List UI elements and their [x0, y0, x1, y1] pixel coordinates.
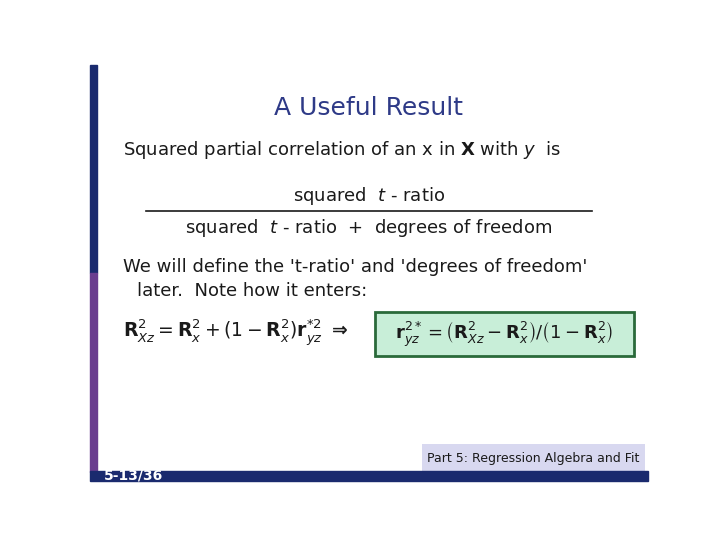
Text: A Useful Result: A Useful Result [274, 97, 464, 120]
FancyBboxPatch shape [422, 444, 645, 472]
Bar [90, 471, 648, 481]
Text: squared  $t$ - ratio  +  degrees of freedom: squared $t$ - ratio + degrees of freedom [186, 217, 552, 239]
Text: Part 5: Regression Algebra and Fit: Part 5: Regression Algebra and Fit [428, 452, 640, 465]
Text: later.  Note how it enters:: later. Note how it enters: [138, 282, 368, 300]
Text: We will define the 't-ratio' and 'degrees of freedom': We will define the 't-ratio' and 'degree… [124, 258, 588, 276]
Text: Squared partial correlation of an x in $\mathbf{X}$ with $y$  is: Squared partial correlation of an x in $… [124, 139, 562, 161]
Text: $\mathbf{r}^{2*}_{yz} = \left(\mathbf{R}^2_{Xz} - \mathbf{R}^2_x\right)/\left(1 : $\mathbf{r}^{2*}_{yz} = \left(\mathbf{R}… [395, 320, 613, 349]
Bar [90, 65, 96, 273]
Text: squared  $t$ - ratio: squared $t$ - ratio [293, 185, 445, 207]
Bar [90, 273, 96, 472]
FancyBboxPatch shape [374, 312, 634, 356]
Text: 5-13/36: 5-13/36 [104, 469, 163, 483]
Text: $\mathbf{R}^2_{Xz} = \mathbf{R}^2_x + (1 - \mathbf{R}^2_x)\mathbf{r}^{*2}_{yz}$ : $\mathbf{R}^2_{Xz} = \mathbf{R}^2_x + (1… [124, 318, 348, 348]
